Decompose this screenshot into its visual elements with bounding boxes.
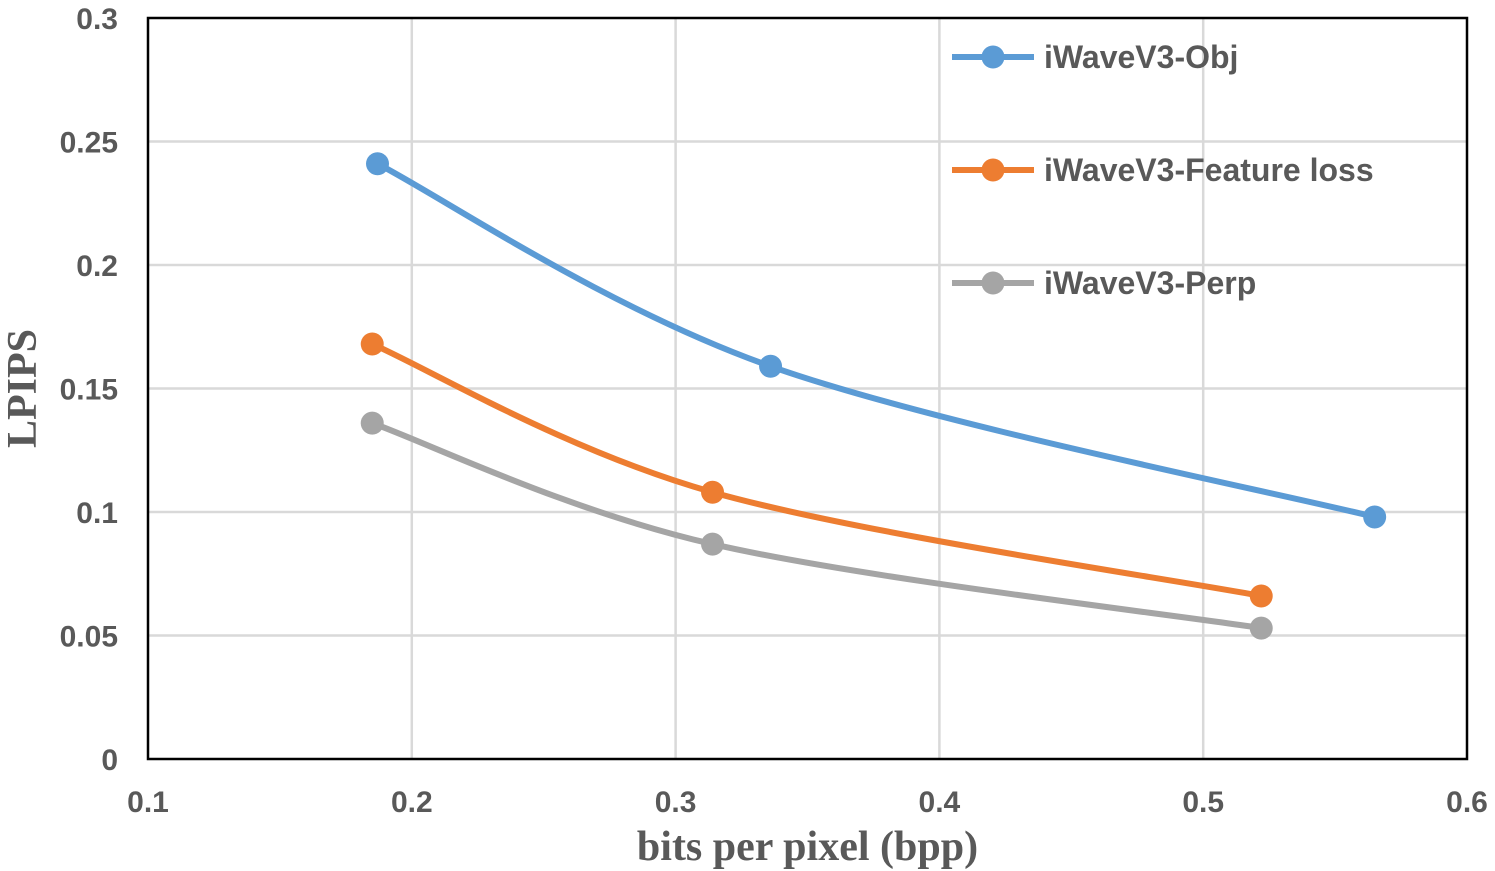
series-line [369, 420, 1265, 632]
data-point [366, 152, 390, 176]
plot-area-frame [146, 16, 1469, 761]
data-point [360, 411, 384, 435]
legend-swatch-marker [981, 271, 1005, 295]
legend-label: iWaveV3-Perp [1044, 265, 1256, 301]
series-2 [360, 332, 1273, 608]
gridlines [148, 18, 1467, 759]
y-axis-title: LPIPS [0, 329, 46, 448]
legend-item: iWaveV3-Perp [952, 265, 1256, 301]
x-tick-label: 0.2 [391, 786, 433, 819]
y-tick-label: 0.2 [76, 250, 118, 283]
data-point [701, 532, 725, 556]
series-line [369, 341, 1265, 599]
y-tick-label: 0.25 [60, 127, 118, 160]
y-tick-label: 0.15 [60, 374, 118, 407]
tick-labels: 0.1 0.2 0.3 0.4 0.5 0.6 0 0.05 0.1 0.15 0.2 0.25 0.3 [60, 3, 1488, 819]
y-tick-label: 0 [101, 744, 118, 777]
data-point [759, 354, 783, 378]
x-tick-label: 0.3 [655, 786, 697, 819]
legend-swatch-marker [981, 158, 1005, 182]
x-tick-label: 0.1 [127, 786, 169, 819]
data-point [1249, 616, 1273, 640]
y-tick-label: 0.3 [76, 3, 118, 36]
legend-item: iWaveV3-Obj [952, 39, 1238, 75]
data-point [360, 332, 384, 356]
legend-item: iWaveV3-Feature loss [952, 152, 1374, 188]
legend: iWaveV3-Obj iWaveV3-Feature loss iWaveV3-P… [952, 39, 1374, 301]
x-tick-label: 0.4 [919, 786, 961, 819]
data-point [1249, 584, 1273, 608]
series-1 [366, 152, 1387, 529]
legend-label: iWaveV3-Obj [1044, 39, 1238, 75]
series-3 [360, 411, 1273, 640]
data-point [701, 480, 725, 504]
legend-label: iWaveV3-Feature loss [1044, 152, 1374, 188]
x-tick-label: 0.5 [1182, 786, 1224, 819]
data-point [1363, 505, 1387, 529]
x-axis-title: bits per pixel (bpp) [637, 824, 978, 870]
x-tick-label: 0.6 [1446, 786, 1488, 819]
y-tick-label: 0.1 [76, 497, 118, 530]
y-tick-label: 0.05 [60, 621, 118, 654]
series-lines [360, 152, 1387, 640]
series-line [374, 160, 1378, 520]
legend-swatch-marker [981, 45, 1005, 69]
